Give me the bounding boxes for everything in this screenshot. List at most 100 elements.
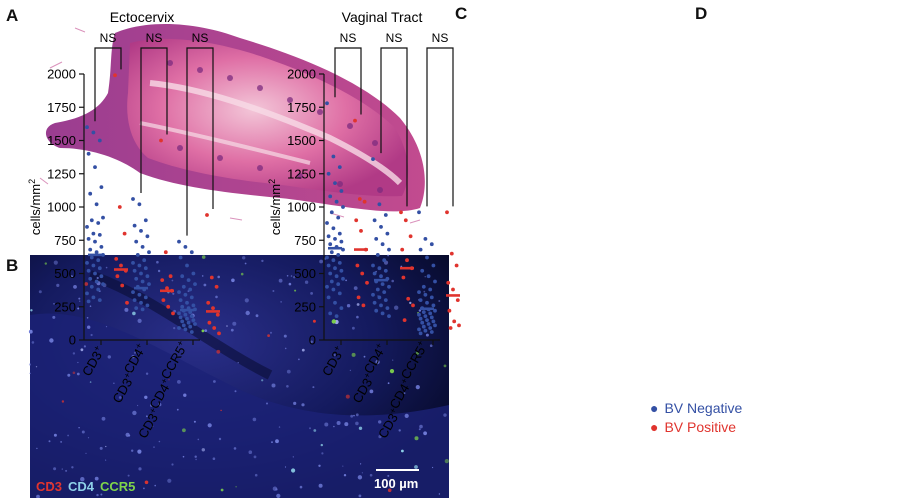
data-point-bv-negative: [134, 239, 139, 244]
data-point-bv-negative: [429, 295, 434, 300]
data-point-bv-positive: [452, 319, 457, 324]
data-point-bv-negative: [429, 315, 434, 320]
data-point-bv-negative: [91, 263, 96, 268]
data-point-bv-negative: [139, 229, 143, 233]
data-point-bv-negative: [181, 284, 186, 289]
data-point-bv-negative: [326, 263, 331, 268]
chart-title: Ectocervix: [110, 9, 175, 25]
data-point-bv-negative: [328, 194, 333, 199]
if-cell-dot: [361, 472, 363, 474]
if-cell-dot: [438, 300, 441, 302]
significance-label: NS: [340, 31, 357, 45]
data-point-bv-negative: [377, 202, 382, 207]
data-point-bv-negative: [180, 304, 185, 309]
panel-letter-d: D: [695, 4, 708, 23]
data-point-bv-negative: [191, 271, 196, 276]
stain-label-cd4: CD4: [68, 479, 95, 494]
data-point-bv-positive: [365, 280, 369, 285]
if-cell-dot: [138, 467, 142, 471]
if-cell-dot: [85, 452, 87, 454]
if-cell-dot: [240, 272, 244, 276]
y-tick-label: 1000: [287, 200, 316, 215]
if-cell-speckles: [28, 254, 449, 498]
if-cell-dot: [182, 455, 185, 458]
if-cell-dot: [36, 494, 40, 498]
if-cell-dot: [72, 352, 76, 355]
if-cell-dot: [89, 381, 92, 383]
if-cell-dot: [237, 362, 239, 364]
if-cell-dot: [125, 432, 130, 437]
data-point-bv-negative: [97, 138, 102, 143]
y-tick-label: 500: [294, 266, 316, 281]
data-point-bv-negative: [89, 284, 94, 289]
data-point-bv-positive: [354, 218, 359, 223]
data-point-bv-positive: [113, 73, 117, 78]
data-point-bv-negative: [183, 327, 188, 332]
if-cell-dot: [226, 325, 228, 327]
data-point-bv-negative: [145, 303, 150, 308]
data-point-bv-negative: [431, 319, 436, 324]
if-cell-dot: [118, 396, 122, 399]
stain-legend: CD3 CD4 CCR5: [36, 479, 135, 494]
if-cell-dot: [387, 488, 392, 493]
if-cell-dot: [343, 474, 347, 477]
if-cell-dot: [414, 436, 419, 441]
if-cell-dot: [80, 348, 84, 352]
data-point-bv-negative: [371, 263, 375, 268]
data-point-bv-negative: [372, 218, 377, 223]
stain-label-ccr5: CCR5: [100, 479, 135, 494]
if-cell-dot: [145, 372, 149, 375]
if-cell-dot: [131, 449, 134, 452]
data-point-bv-negative: [428, 326, 433, 330]
data-point-bv-positive: [215, 312, 220, 317]
if-cell-dot: [65, 469, 68, 472]
if-cell-dot: [77, 307, 80, 310]
if-cell-dot: [352, 326, 355, 330]
data-point-bv-negative: [93, 271, 97, 276]
if-cell-dot: [52, 315, 56, 319]
if-cell-dot: [113, 382, 115, 384]
data-point-bv-positive: [408, 234, 413, 239]
if-cell-dot: [53, 467, 57, 471]
data-point-bv-positive: [457, 323, 461, 328]
data-point-bv-negative: [178, 298, 183, 302]
if-cell-dot: [96, 493, 99, 497]
legend-label-bv-negative: BV Negative: [664, 400, 743, 416]
if-cell-dot: [363, 355, 366, 358]
data-point-bv-negative: [428, 311, 433, 316]
data-point-bv-positive: [359, 229, 363, 233]
if-cell-dot: [182, 428, 186, 433]
if-cell-dot: [158, 440, 161, 443]
chart-ectocervix: Ectocervix cells/mm2 0 250 500 750 1000 1250 150…: [27, 9, 221, 441]
data-point-bv-negative: [337, 231, 342, 236]
data-point-bv-negative: [337, 291, 342, 296]
bv-legend: ● BV Negative ● BV Positive: [650, 400, 742, 435]
data-point-bv-negative: [131, 197, 135, 201]
data-point-bv-negative: [99, 245, 104, 249]
if-cell-dot: [90, 333, 93, 337]
data-point-bv-negative: [417, 290, 421, 294]
if-cell-dot: [270, 331, 272, 334]
if-cell-dot: [333, 425, 335, 428]
x-tick-label: CD3+CD4+: [344, 341, 393, 406]
if-cell-dot: [391, 279, 395, 283]
if-cell-dot: [387, 474, 390, 477]
data-point-bv-negative: [132, 223, 137, 228]
data-point-bv-negative: [331, 226, 336, 231]
data-point-bv-positive: [214, 284, 219, 289]
data-point-bv-negative: [425, 318, 429, 322]
data-point-bv-negative: [387, 247, 391, 252]
data-point-bv-positive: [355, 263, 360, 268]
if-cell-dot: [378, 435, 382, 439]
if-cell-dot: [355, 413, 359, 417]
if-cell-dot: [235, 486, 237, 488]
if-cell-dot: [204, 329, 208, 332]
data-point-bv-negative: [132, 268, 137, 273]
if-cell-dot: [172, 292, 175, 295]
if-cell-dot: [133, 351, 137, 354]
if-cell-dot: [350, 414, 354, 418]
if-cell-dot: [80, 477, 85, 482]
if-cell-dot: [87, 325, 91, 329]
data-point-bv-negative: [336, 215, 341, 220]
legend-dot-icon: ●: [650, 419, 659, 435]
